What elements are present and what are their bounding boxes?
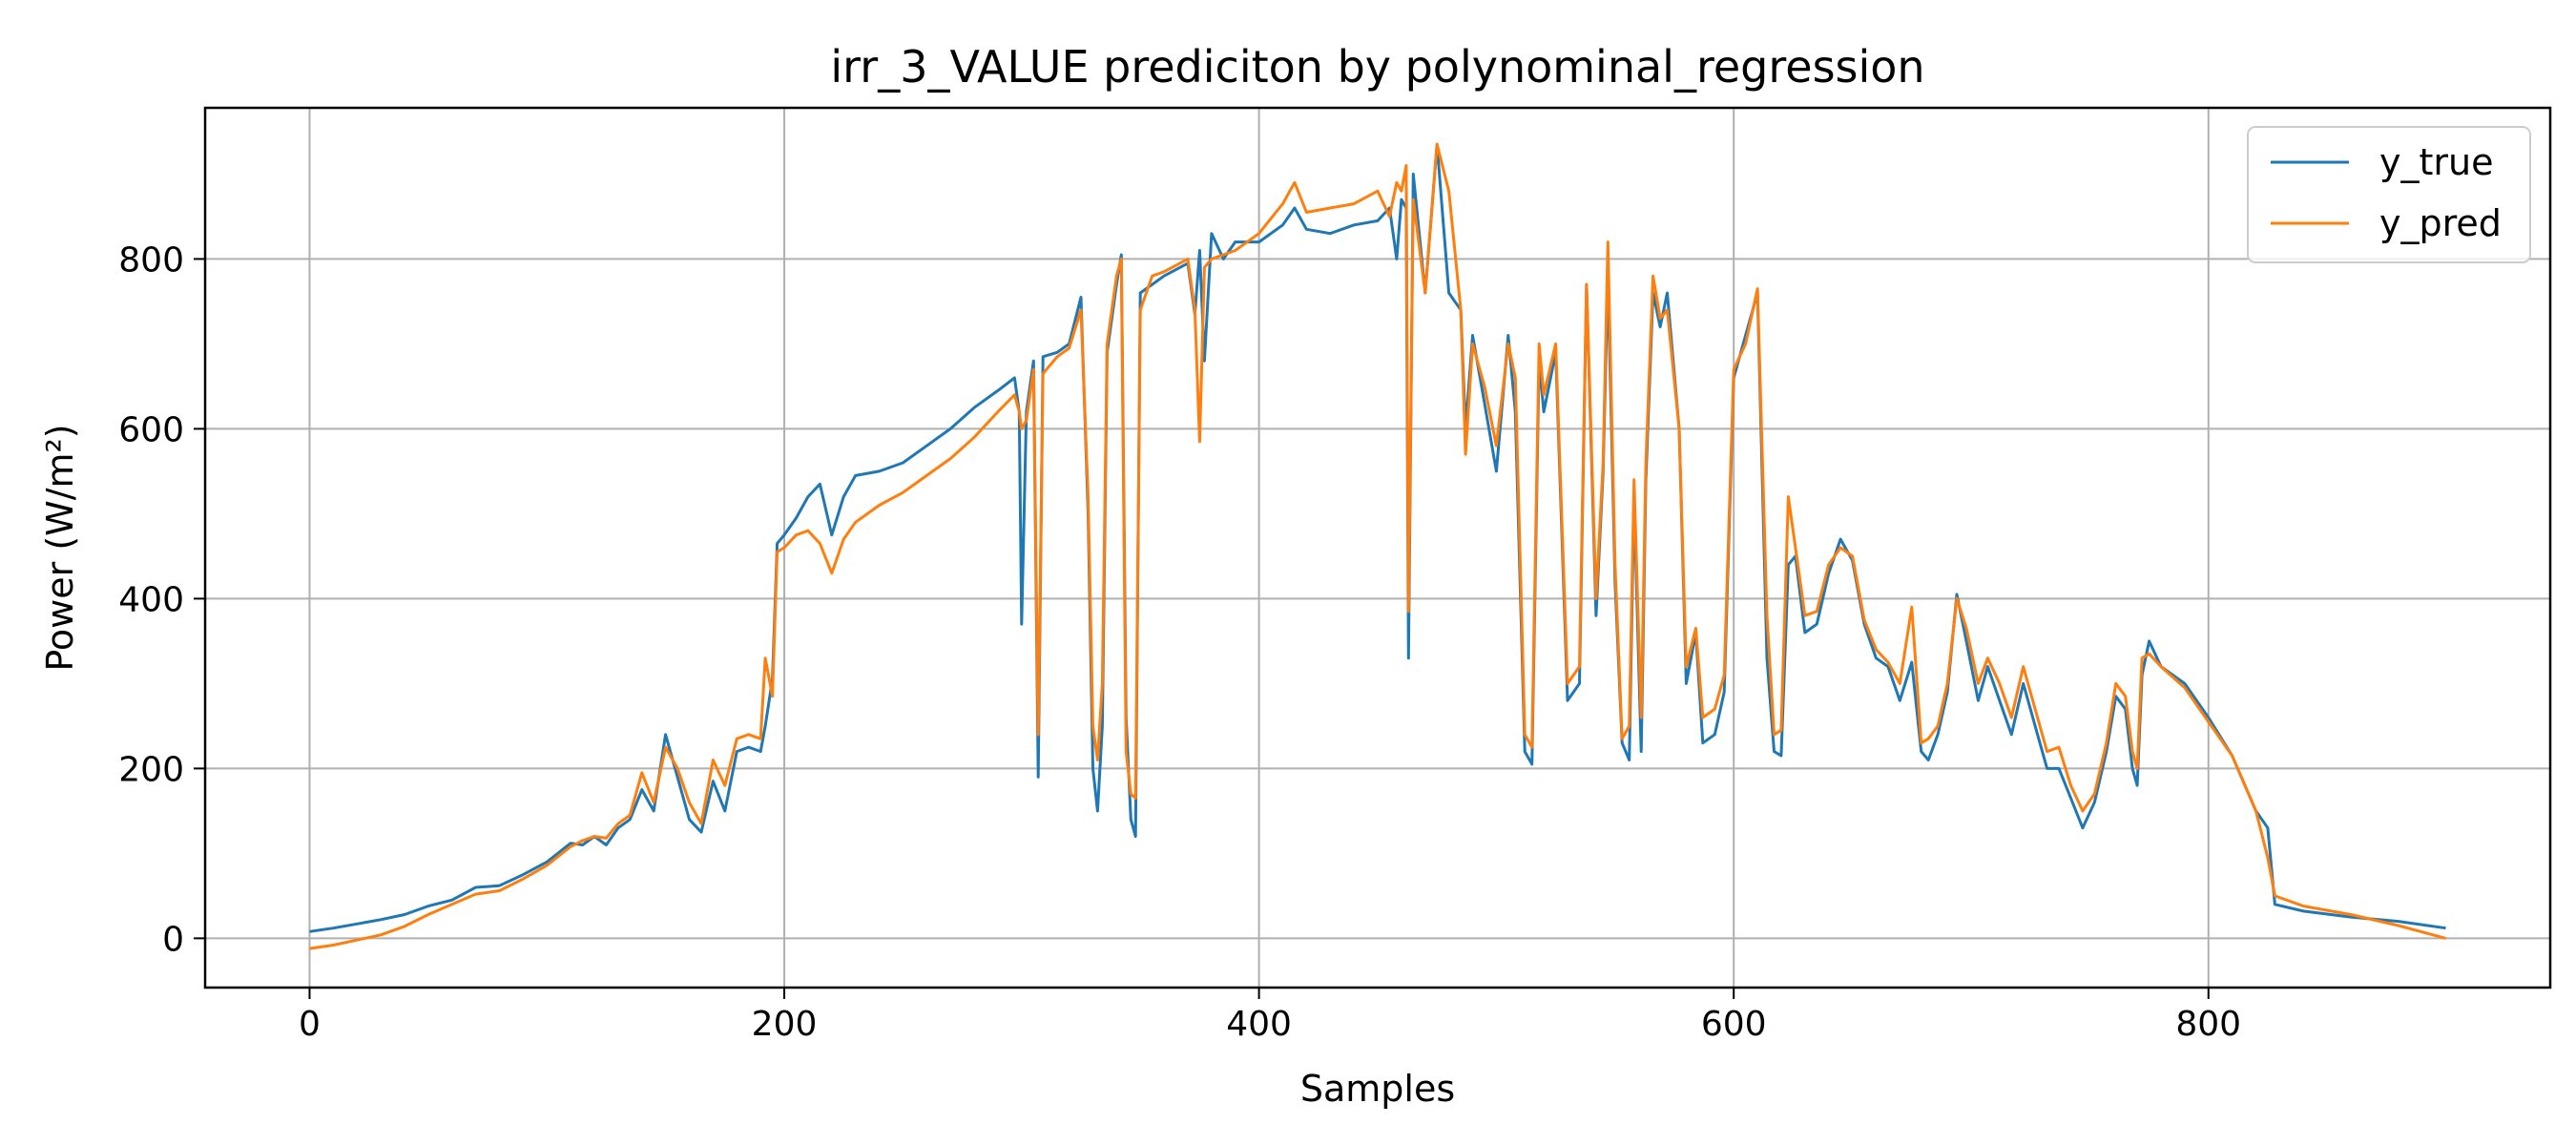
x-tick-label: 400 (1226, 1005, 1292, 1044)
axis-ticks: 0 200 400 600 800 0 200 400 600 800 (118, 240, 2241, 1044)
series-lines (309, 142, 2446, 950)
x-axis-label: Samples (1300, 1068, 1455, 1110)
chart-title: irr_3_VALUE prediciton by polynominal_re… (830, 41, 1924, 93)
series-line-y-pred (309, 142, 2446, 950)
y-tick-label: 600 (118, 410, 184, 449)
legend-label-y-pred: y_pred (2379, 202, 2502, 244)
y-tick-label: 0 (162, 920, 184, 959)
legend: y_true y_pred (2247, 126, 2531, 263)
x-tick-label: 600 (1701, 1005, 1767, 1044)
legend-label-y-true: y_true (2379, 141, 2493, 183)
y-tick-label: 400 (118, 580, 184, 619)
y-tick-label: 800 (118, 240, 184, 280)
y-axis-label: Power (W/m²) (39, 424, 81, 671)
grid-lines (205, 108, 2550, 988)
x-tick-label: 800 (2175, 1005, 2241, 1044)
plot-area-frame (203, 106, 2552, 989)
y-tick-label: 200 (118, 750, 184, 789)
x-tick-label: 200 (752, 1005, 818, 1044)
x-tick-label: 0 (299, 1005, 321, 1044)
